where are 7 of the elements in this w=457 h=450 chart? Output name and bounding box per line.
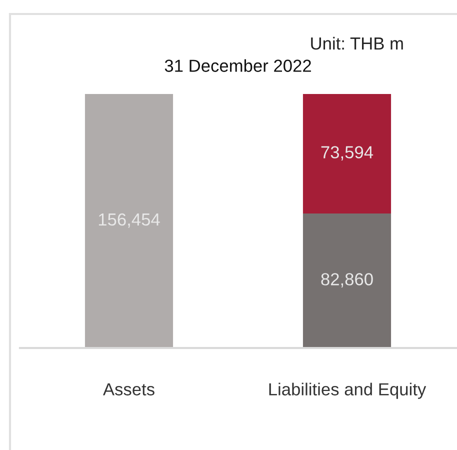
chart-title: 31 December 2022: [164, 59, 311, 72]
x-tick-label: Liabilities and Equity: [269, 382, 426, 399]
x-tick-label: Assets: [102, 383, 154, 396]
text: Unit: THB m: [311, 36, 403, 50]
data-label: 156,454: [98, 213, 160, 228]
data-label: 82,860: [321, 273, 373, 288]
data-label: 73,594: [321, 146, 374, 160]
